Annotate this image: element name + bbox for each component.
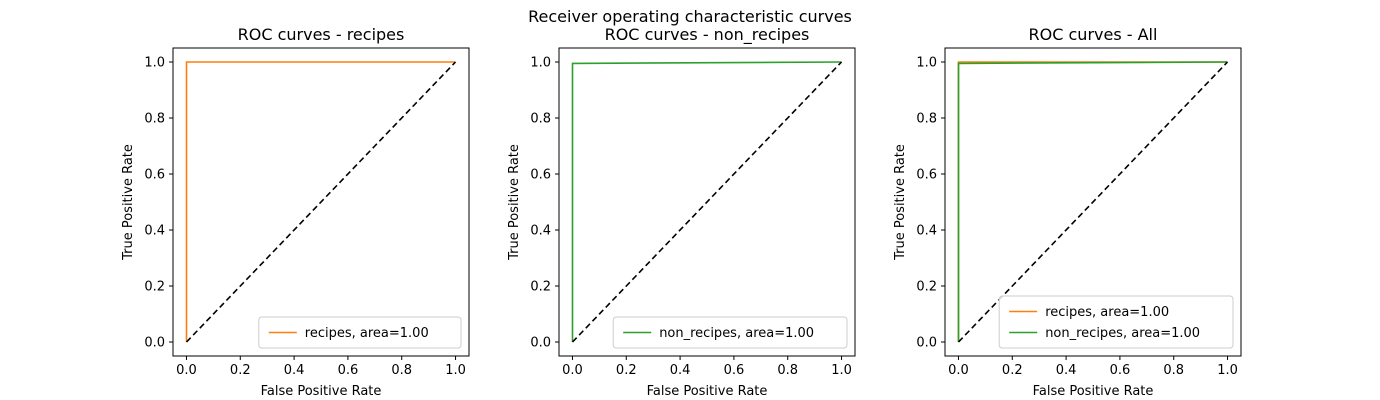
y-tick-label: 0.2 bbox=[144, 280, 165, 295]
x-tick-label: 0.4 bbox=[284, 363, 305, 378]
x-tick-label: 0.0 bbox=[562, 363, 583, 378]
chance-diagonal-line bbox=[185, 61, 457, 343]
x-tick-label: 0.4 bbox=[670, 363, 691, 378]
axes-frame bbox=[558, 47, 856, 357]
y-tick-label: 0.6 bbox=[530, 168, 551, 183]
panel-title: ROC curves - non_recipes bbox=[605, 25, 810, 45]
y-tick-label: 0.8 bbox=[916, 112, 937, 127]
x-tick-label: 0.4 bbox=[1056, 363, 1077, 378]
legend: recipes, area=1.00 non_recipes, area=1.00 bbox=[998, 295, 1234, 349]
figure-suptitle: Receiver operating characteristic curves bbox=[528, 7, 852, 26]
legend: non_recipes, area=1.00 bbox=[612, 316, 848, 349]
x-axis-label: False Positive Rate bbox=[1033, 384, 1154, 399]
x-tick-label: 0.2 bbox=[1002, 363, 1023, 378]
y-tick-label: 0.4 bbox=[530, 224, 551, 239]
x-tick-label: 1.0 bbox=[831, 363, 852, 378]
y-tick-label: 0.0 bbox=[530, 336, 551, 351]
y-tick-label: 0.6 bbox=[144, 168, 165, 183]
roc-curve-line bbox=[957, 61, 1228, 342]
y-tick-label: 0.8 bbox=[144, 112, 165, 127]
x-tick-label: 0.8 bbox=[1163, 363, 1184, 378]
y-tick-label: 1.0 bbox=[530, 56, 551, 71]
roc-curve-line bbox=[571, 61, 842, 342]
y-tick-label: 0.8 bbox=[530, 112, 551, 127]
y-axis-label: True Positive Rate bbox=[121, 144, 136, 261]
y-tick-label: 0.0 bbox=[916, 336, 937, 351]
x-tick-label: 0.0 bbox=[176, 363, 197, 378]
legend: recipes, area=1.00 bbox=[258, 316, 462, 349]
roc-curve-line bbox=[185, 61, 456, 342]
y-tick-label: 0.2 bbox=[916, 280, 937, 295]
chance-diagonal-line bbox=[957, 61, 1229, 343]
y-tick-label: 1.0 bbox=[916, 56, 937, 71]
roc-panel-all: ROC curves - All 0.0 0.2 0.4 0.6 0.8 1.0 0.0 0.2… bbox=[893, 25, 1242, 399]
roc-panel-recipes: ROC curves - recipes 0.0 0.2 0.4 0.6 0.8 1.0 0.… bbox=[121, 25, 470, 399]
chance-diagonal-line bbox=[571, 61, 843, 343]
y-axis-label: True Positive Rate bbox=[507, 144, 522, 261]
x-tick-label: 0.6 bbox=[724, 363, 745, 378]
x-tick-label: 1.0 bbox=[1217, 363, 1238, 378]
y-axis-label: True Positive Rate bbox=[893, 144, 908, 261]
y-tick-label: 1.0 bbox=[144, 56, 165, 71]
x-tick-label: 0.6 bbox=[338, 363, 359, 378]
x-tick-label: 0.0 bbox=[948, 363, 969, 378]
y-tick-label: 0.2 bbox=[530, 280, 551, 295]
x-tick-label: 0.8 bbox=[391, 363, 412, 378]
x-tick-label: 0.6 bbox=[1110, 363, 1131, 378]
legend-label: recipes, area=1.00 bbox=[1045, 305, 1169, 320]
legend-box bbox=[258, 316, 462, 349]
legend-box bbox=[998, 295, 1234, 349]
x-tick-label: 1.0 bbox=[445, 363, 466, 378]
legend-label: recipes, area=1.00 bbox=[305, 326, 429, 341]
x-axis-label: False Positive Rate bbox=[261, 384, 382, 399]
legend-label: non_recipes, area=1.00 bbox=[1045, 326, 1200, 341]
axes-frame bbox=[944, 47, 1242, 357]
legend-box bbox=[612, 316, 848, 349]
legend-label: non_recipes, area=1.00 bbox=[659, 326, 814, 341]
y-tick-label: 0.4 bbox=[916, 224, 937, 239]
roc-panel-non-recipes: ROC curves - non_recipes 0.0 0.2 0.4 0.6 0.8 1… bbox=[507, 25, 856, 399]
y-tick-label: 0.0 bbox=[144, 336, 165, 351]
x-tick-label: 0.2 bbox=[230, 363, 251, 378]
panel-title: ROC curves - recipes bbox=[238, 25, 405, 44]
axes-frame bbox=[172, 47, 470, 357]
y-tick-label: 0.6 bbox=[916, 168, 937, 183]
panel-title: ROC curves - All bbox=[1029, 25, 1158, 44]
x-tick-label: 0.2 bbox=[616, 363, 637, 378]
y-tick-label: 0.4 bbox=[144, 224, 165, 239]
x-tick-label: 0.8 bbox=[777, 363, 798, 378]
x-axis-label: False Positive Rate bbox=[647, 384, 768, 399]
